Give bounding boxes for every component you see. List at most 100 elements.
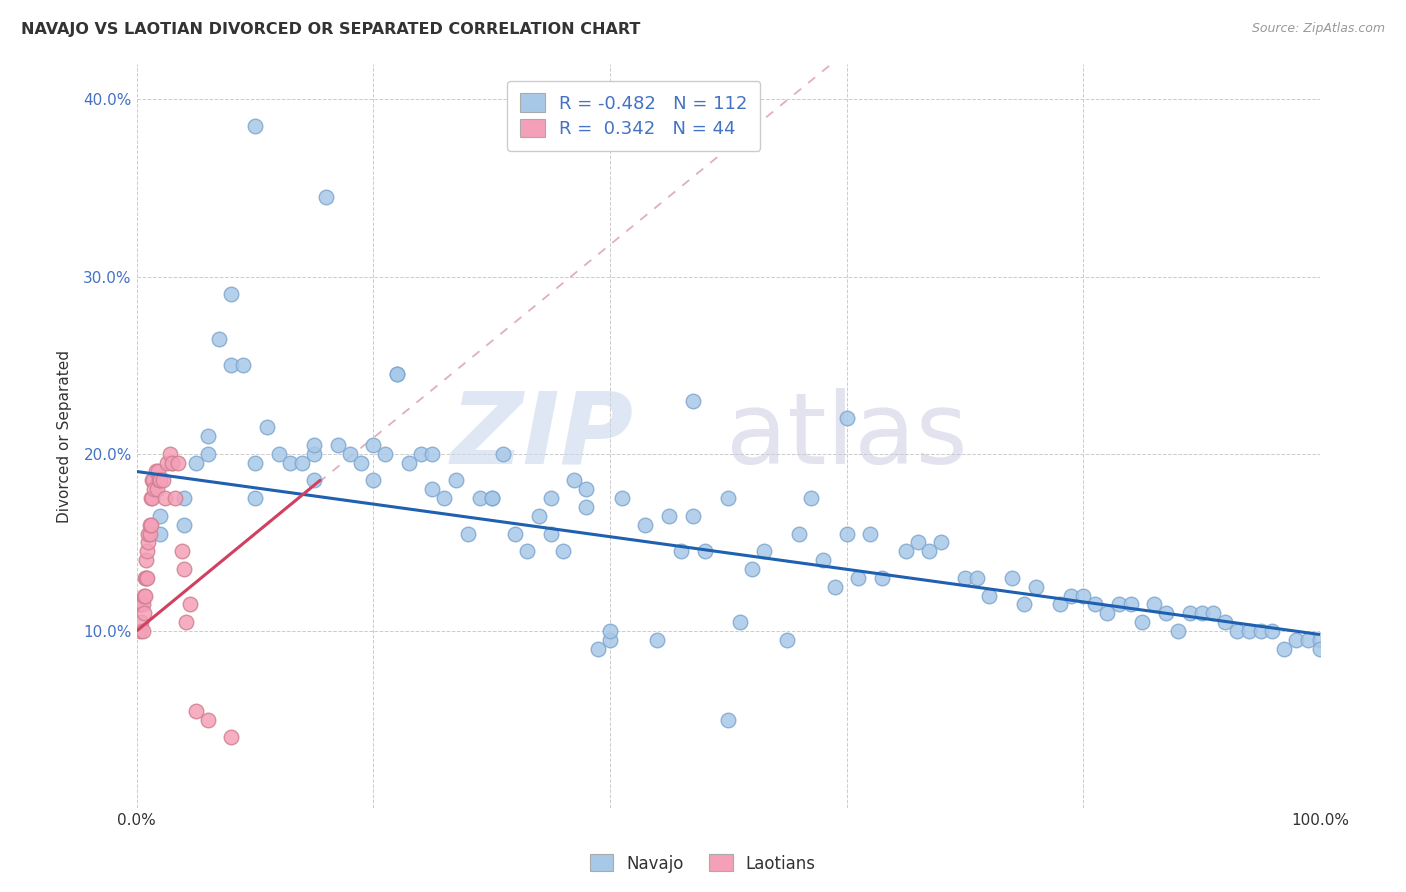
Point — [135, 553, 157, 567]
Point — [741, 562, 763, 576]
Point — [138, 535, 160, 549]
Point — [129, 624, 152, 638]
Point — [717, 713, 740, 727]
Point — [159, 447, 181, 461]
Text: ZIP: ZIP — [450, 387, 634, 484]
Point — [444, 474, 467, 488]
Point — [361, 438, 384, 452]
Point — [1071, 589, 1094, 603]
Point — [800, 491, 823, 505]
Point — [1178, 606, 1201, 620]
Point — [848, 571, 870, 585]
Point — [131, 615, 153, 629]
Point — [1202, 606, 1225, 620]
Point — [153, 491, 176, 505]
Point — [468, 491, 491, 505]
Point — [527, 508, 550, 523]
Point — [540, 526, 562, 541]
Point — [682, 508, 704, 523]
Point — [907, 535, 929, 549]
Point — [586, 641, 609, 656]
Point — [682, 393, 704, 408]
Point — [145, 465, 167, 479]
Legend: Navajo, Laotians: Navajo, Laotians — [583, 847, 823, 880]
Point — [575, 500, 598, 514]
Point — [361, 474, 384, 488]
Text: Source: ZipAtlas.com: Source: ZipAtlas.com — [1251, 22, 1385, 36]
Point — [1309, 641, 1331, 656]
Point — [243, 456, 266, 470]
Point — [156, 456, 179, 470]
Point — [693, 544, 716, 558]
Point — [167, 456, 190, 470]
Point — [540, 491, 562, 505]
Point — [1213, 615, 1236, 629]
Point — [1237, 624, 1260, 638]
Point — [728, 615, 751, 629]
Point — [136, 571, 159, 585]
Point — [291, 456, 314, 470]
Point — [149, 474, 172, 488]
Point — [148, 474, 170, 488]
Point — [1309, 632, 1331, 647]
Point — [197, 713, 219, 727]
Point — [302, 438, 325, 452]
Point — [645, 632, 668, 647]
Point — [197, 429, 219, 443]
Point — [516, 544, 538, 558]
Point — [1272, 641, 1295, 656]
Point — [503, 526, 526, 541]
Point — [599, 624, 621, 638]
Point — [339, 447, 361, 461]
Point — [141, 474, 163, 488]
Point — [457, 526, 479, 541]
Point — [149, 526, 172, 541]
Point — [1261, 624, 1284, 638]
Point — [1108, 598, 1130, 612]
Point — [179, 598, 201, 612]
Point — [302, 447, 325, 461]
Point — [176, 615, 198, 629]
Point — [599, 632, 621, 647]
Point — [564, 474, 586, 488]
Legend: R = -0.482   N = 112, R =  0.342   N = 44: R = -0.482 N = 112, R = 0.342 N = 44 — [508, 80, 761, 151]
Point — [610, 491, 633, 505]
Point — [131, 598, 153, 612]
Point — [634, 517, 657, 532]
Point — [173, 517, 195, 532]
Point — [221, 730, 243, 744]
Point — [422, 447, 444, 461]
Point — [1250, 624, 1272, 638]
Point — [280, 456, 302, 470]
Point — [184, 704, 207, 718]
Point — [1191, 606, 1213, 620]
Point — [385, 367, 408, 381]
Point — [232, 358, 254, 372]
Point — [160, 456, 183, 470]
Point — [787, 526, 810, 541]
Point — [1119, 598, 1142, 612]
Point — [894, 544, 917, 558]
Point — [1285, 632, 1308, 647]
Point — [139, 491, 162, 505]
Text: NAVAJO VS LAOTIAN DIVORCED OR SEPARATED CORRELATION CHART: NAVAJO VS LAOTIAN DIVORCED OR SEPARATED … — [21, 22, 641, 37]
Point — [128, 598, 150, 612]
Point — [138, 526, 160, 541]
Point — [173, 491, 195, 505]
Point — [129, 598, 152, 612]
Point — [138, 517, 160, 532]
Point — [146, 465, 169, 479]
Point — [326, 438, 349, 452]
Point — [422, 482, 444, 496]
Point — [170, 544, 193, 558]
Point — [138, 526, 160, 541]
Point — [139, 517, 162, 532]
Point — [575, 482, 598, 496]
Point — [1060, 589, 1083, 603]
Point — [221, 287, 243, 301]
Point — [398, 456, 420, 470]
Point — [1154, 606, 1177, 620]
Point — [1049, 598, 1071, 612]
Point — [752, 544, 775, 558]
Point — [243, 119, 266, 133]
